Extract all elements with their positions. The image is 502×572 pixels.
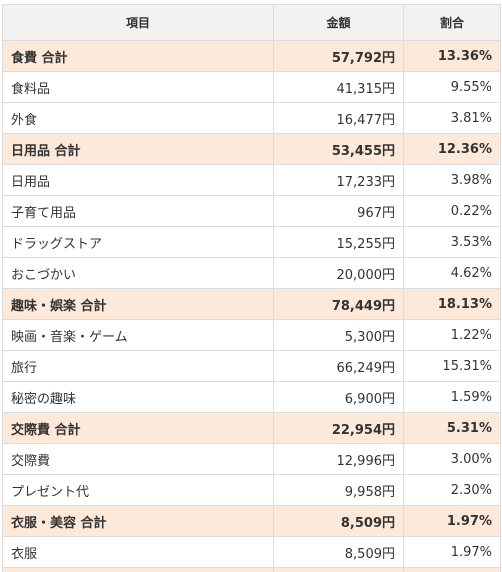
cell-ratio: 12.36% — [403, 133, 501, 165]
partial-cell — [2, 567, 274, 572]
cell-item: 秘密の趣味 — [2, 381, 274, 413]
table-row[interactable]: ドラッグストア 15,255円 3.53% — [2, 226, 501, 258]
table-row[interactable]: 旅行 66,249円 15.31% — [2, 350, 501, 382]
column-header-ratio[interactable]: 割合 — [403, 4, 501, 41]
cell-item: 衣服・美容 合計 — [2, 505, 274, 537]
cell-amount: 967円 — [273, 195, 404, 227]
table-row[interactable]: 日用品 17,233円 3.98% — [2, 164, 501, 196]
cell-ratio: 2.30% — [403, 474, 501, 506]
cell-amount: 12,996円 — [273, 443, 404, 475]
cell-item: 旅行 — [2, 350, 274, 382]
subtotal-row[interactable]: 趣味・娯楽 合計 78,449円 18.13% — [2, 288, 501, 320]
cell-amount: 16,477円 — [273, 102, 404, 134]
cell-item: 衣服 — [2, 536, 274, 568]
cell-amount: 22,954円 — [273, 412, 404, 444]
cell-amount: 57,792円 — [273, 40, 404, 72]
cell-amount: 8,509円 — [273, 536, 404, 568]
cell-ratio: 1.97% — [403, 536, 501, 568]
table-header-row: 項目 金額 割合 — [2, 4, 501, 41]
table-row[interactable]: 外食 16,477円 3.81% — [2, 102, 501, 134]
table-row[interactable]: プレゼント代 9,958円 2.30% — [2, 474, 501, 506]
subtotal-row[interactable]: 交際費 合計 22,954円 5.31% — [2, 412, 501, 444]
cell-item: 趣味・娯楽 合計 — [2, 288, 274, 320]
partial-cell — [403, 567, 501, 572]
cell-item: プレゼント代 — [2, 474, 274, 506]
cell-item: 映画・音楽・ゲーム — [2, 319, 274, 351]
cell-item: 日用品 — [2, 164, 274, 196]
column-header-item[interactable]: 項目 — [2, 4, 274, 41]
cell-ratio: 1.97% — [403, 505, 501, 537]
table-row[interactable]: 交際費 12,996円 3.00% — [2, 443, 501, 475]
subtotal-row[interactable]: 日用品 合計 53,455円 12.36% — [2, 133, 501, 165]
table-row[interactable]: おこづかい 20,000円 4.62% — [2, 257, 501, 289]
cell-amount: 6,900円 — [273, 381, 404, 413]
cell-amount: 66,249円 — [273, 350, 404, 382]
cell-ratio: 3.98% — [403, 164, 501, 196]
cell-item: 日用品 合計 — [2, 133, 274, 165]
table-body: 食費 合計 57,792円 13.36% 食料品 41,315円 9.55% 外食 16,47… — [2, 40, 501, 572]
cell-item: ドラッグストア — [2, 226, 274, 258]
cell-item: 食料品 — [2, 71, 274, 103]
cell-amount: 41,315円 — [273, 71, 404, 103]
cell-amount: 8,509円 — [273, 505, 404, 537]
table-row[interactable]: 食料品 41,315円 9.55% — [2, 71, 501, 103]
table-row[interactable]: 映画・音楽・ゲーム 5,300円 1.22% — [2, 319, 501, 351]
cell-ratio: 3.53% — [403, 226, 501, 258]
cell-ratio: 5.31% — [403, 412, 501, 444]
table-row[interactable]: 子育て用品 967円 0.22% — [2, 195, 501, 227]
cell-item: 食費 合計 — [2, 40, 274, 72]
cell-amount: 20,000円 — [273, 257, 404, 289]
cell-ratio: 0.22% — [403, 195, 501, 227]
cell-ratio: 18.13% — [403, 288, 501, 320]
table-row[interactable]: 衣服 8,509円 1.97% — [2, 536, 501, 568]
column-header-amount[interactable]: 金額 — [273, 4, 404, 41]
subtotal-row[interactable]: 食費 合計 57,792円 13.36% — [2, 40, 501, 72]
cell-item: 交際費 合計 — [2, 412, 274, 444]
cell-ratio: 4.62% — [403, 257, 501, 289]
table-row[interactable]: 秘密の趣味 6,900円 1.59% — [2, 381, 501, 413]
cell-ratio: 1.59% — [403, 381, 501, 413]
cell-item: 交際費 — [2, 443, 274, 475]
cell-item: おこづかい — [2, 257, 274, 289]
cell-amount: 15,255円 — [273, 226, 404, 258]
expense-table: 項目 金額 割合 食費 合計 57,792円 13.36% 食料品 41,315円 9.5… — [2, 4, 501, 572]
cell-ratio: 9.55% — [403, 71, 501, 103]
cell-amount: 78,449円 — [273, 288, 404, 320]
partial-cell — [273, 567, 404, 572]
subtotal-row[interactable]: 衣服・美容 合計 8,509円 1.97% — [2, 505, 501, 537]
cell-ratio: 3.00% — [403, 443, 501, 475]
cell-amount: 9,958円 — [273, 474, 404, 506]
cell-ratio: 3.81% — [403, 102, 501, 134]
partial-row — [2, 567, 501, 572]
cell-ratio: 13.36% — [403, 40, 501, 72]
cell-item: 外食 — [2, 102, 274, 134]
cell-ratio: 1.22% — [403, 319, 501, 351]
cell-amount: 53,455円 — [273, 133, 404, 165]
cell-ratio: 15.31% — [403, 350, 501, 382]
cell-amount: 5,300円 — [273, 319, 404, 351]
cell-amount: 17,233円 — [273, 164, 404, 196]
cell-item: 子育て用品 — [2, 195, 274, 227]
